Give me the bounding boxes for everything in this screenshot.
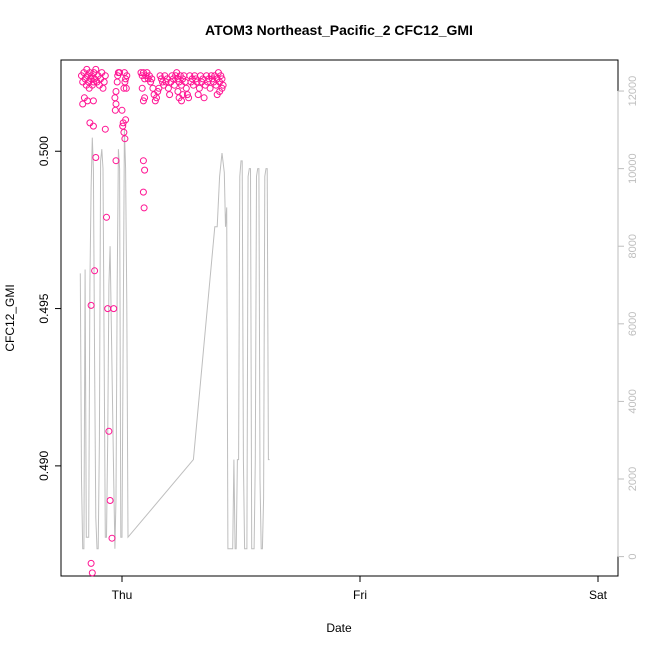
data-point <box>156 72 164 80</box>
data-point <box>101 72 109 80</box>
data-point <box>101 125 109 133</box>
data-point <box>166 91 174 99</box>
data-point <box>217 72 225 80</box>
data-point <box>111 94 119 102</box>
data-point <box>105 427 113 435</box>
y-axis-right: 0 2000 4000 6000 8000 10000 12000 <box>617 76 639 560</box>
data-point <box>195 84 203 92</box>
data-point <box>162 78 170 86</box>
data-point <box>108 534 116 542</box>
data-point <box>141 75 149 83</box>
data-point <box>141 94 149 102</box>
data-point <box>218 84 226 92</box>
chart-title: ATOM3 Northeast_Pacific_2 CFC12_GMI <box>205 22 473 38</box>
data-point <box>154 88 162 95</box>
data-point <box>168 72 176 80</box>
data-point <box>92 154 100 161</box>
data-point <box>116 69 124 77</box>
data-point <box>139 188 147 196</box>
data-point <box>219 81 227 89</box>
data-point <box>175 94 183 102</box>
data-point <box>206 84 214 92</box>
data-point <box>87 559 95 567</box>
data-point <box>112 157 120 165</box>
data-point <box>183 91 191 99</box>
data-point <box>138 84 146 92</box>
data-point <box>103 213 110 221</box>
y-right-tick-label: 6000 <box>627 312 639 336</box>
data-point <box>89 122 97 130</box>
data-point <box>88 569 96 577</box>
data-point <box>106 497 114 504</box>
data-point <box>110 305 118 313</box>
data-point <box>185 94 193 102</box>
x-tick-label: Fri <box>353 588 367 602</box>
data-point <box>151 97 159 105</box>
data-point <box>164 84 172 92</box>
y-axis-label: CFC12_GMI <box>3 284 17 351</box>
y-axis-left: 0.490 0.495 0.500 <box>37 136 62 481</box>
series-points <box>78 65 227 577</box>
y-left-tick-label: 0.495 <box>37 293 51 323</box>
data-point <box>140 204 148 212</box>
y-right-tick-label: 12000 <box>627 76 639 107</box>
data-point <box>89 78 97 86</box>
data-point <box>87 301 95 309</box>
data-point <box>118 106 126 114</box>
data-point <box>113 78 121 86</box>
data-point <box>88 81 96 89</box>
x-axis: Thu Fri Sat <box>112 575 608 602</box>
data-point <box>155 84 163 92</box>
y-right-tick-label: 8000 <box>627 234 639 258</box>
x-axis-label: Date <box>326 621 352 635</box>
data-point <box>112 88 120 95</box>
y-left-tick-label: 0.500 <box>37 136 51 166</box>
data-point <box>174 88 182 95</box>
data-point <box>182 84 190 92</box>
data-point <box>89 97 97 105</box>
y-right-tick-label: 4000 <box>627 389 639 413</box>
data-point <box>79 100 87 108</box>
data-point <box>122 84 130 92</box>
data-point <box>207 72 215 80</box>
data-point <box>111 106 119 114</box>
data-point <box>192 75 200 83</box>
data-point <box>170 81 178 89</box>
data-point <box>194 91 202 99</box>
x-tick-label: Thu <box>112 588 133 602</box>
data-point <box>99 84 107 92</box>
data-point <box>122 75 130 83</box>
data-point <box>153 94 160 102</box>
data-point <box>141 166 149 174</box>
y-right-tick-label: 0 <box>627 554 639 560</box>
data-point <box>104 305 112 313</box>
data-point <box>92 65 100 73</box>
data-point <box>148 75 156 83</box>
data-point <box>122 116 130 124</box>
y-left-tick-label: 0.490 <box>37 451 51 481</box>
data-point <box>120 84 128 92</box>
series-line <box>79 129 270 550</box>
data-point <box>91 267 99 275</box>
data-point <box>119 122 127 130</box>
data-point <box>200 94 208 102</box>
data-point <box>123 72 131 80</box>
data-point <box>139 157 147 165</box>
data-point <box>121 135 129 143</box>
data-point <box>159 78 166 86</box>
plot-frame <box>60 59 619 577</box>
data-point <box>139 97 147 105</box>
data-point <box>112 100 120 108</box>
data-point <box>147 78 155 86</box>
x-tick-label: Sat <box>589 588 608 602</box>
data-point <box>193 78 201 86</box>
y-right-tick-label: 2000 <box>627 467 639 491</box>
series-line-path <box>79 129 270 550</box>
y-right-tick-label: 10000 <box>627 153 639 184</box>
